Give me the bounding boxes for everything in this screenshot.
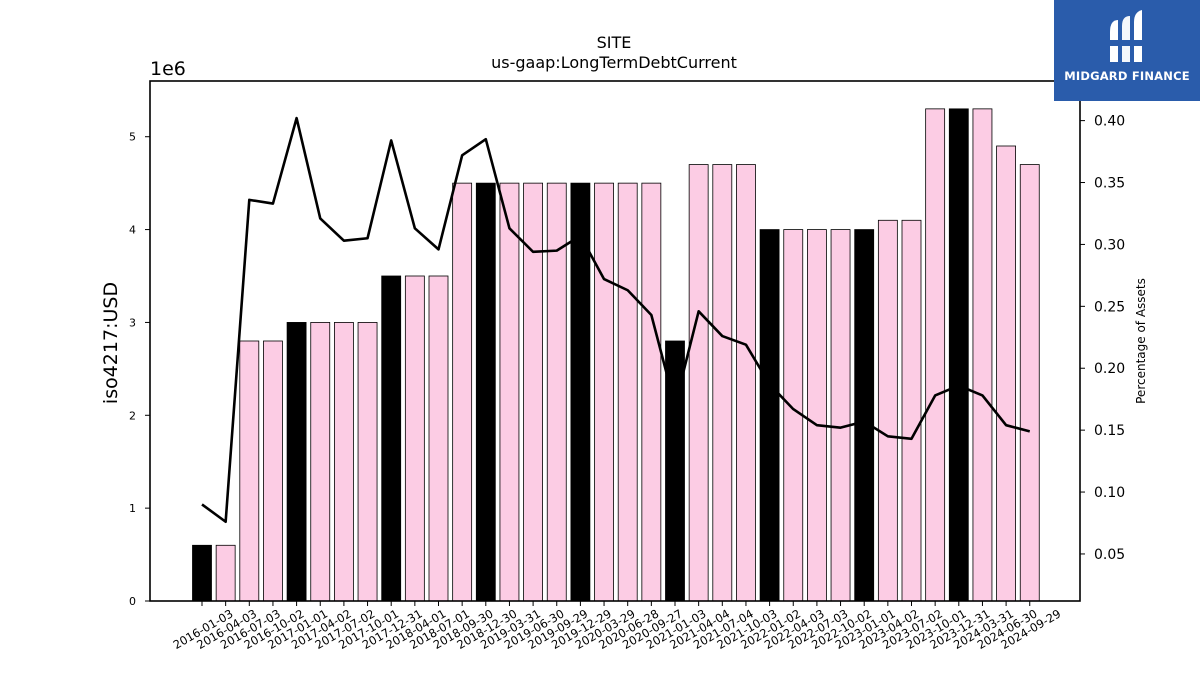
brand-logo: MIDGARD FINANCE (1054, 0, 1200, 101)
bar (759, 229, 780, 602)
y2-tick-label: 0.10 (1094, 485, 1125, 501)
bar (807, 229, 827, 602)
bar (192, 544, 212, 602)
bar (641, 182, 662, 602)
bar (286, 322, 307, 602)
y2-tick-label: 0.40 (1094, 114, 1125, 130)
bar (215, 544, 236, 602)
y2-tick-label: 0.20 (1094, 361, 1125, 377)
y-tick-label: 2 (129, 409, 136, 422)
plot-frame (149, 80, 1081, 602)
bar (263, 340, 283, 602)
bar (972, 108, 993, 602)
bar (310, 322, 331, 602)
bar (617, 182, 638, 602)
bar (948, 108, 969, 602)
bar (594, 182, 614, 602)
bar (239, 340, 260, 602)
y2-tick-label: 0.15 (1094, 423, 1125, 439)
y-offset-label: 1e6 (150, 58, 186, 80)
line-group (201, 116, 1031, 524)
bar (996, 145, 1016, 602)
bar (404, 275, 425, 602)
midgard-logo-icon (1108, 10, 1144, 62)
bar (1019, 164, 1040, 602)
y2-tick-label: 0.35 (1094, 176, 1125, 192)
y2-tick-label: 0.30 (1094, 237, 1125, 253)
logo-text: MIDGARD FINANCE (1064, 69, 1190, 83)
bar (357, 322, 378, 602)
bar (428, 275, 449, 602)
bar (333, 322, 354, 602)
bar (736, 164, 756, 602)
y2-tick-label: 0.25 (1094, 299, 1125, 315)
y-tick-label: 4 (129, 224, 136, 237)
bar (877, 219, 898, 602)
bar (712, 164, 733, 602)
bar (688, 164, 709, 602)
y2-tick-label: 0.05 (1094, 547, 1125, 563)
chart-subtitle: us-gaap:LongTermDebtCurrent (491, 53, 737, 72)
bar (783, 229, 804, 602)
bar (830, 229, 851, 602)
chart-title: SITE (597, 33, 632, 52)
bar (901, 219, 922, 602)
y-tick-label: 1 (129, 502, 136, 515)
bar (499, 182, 520, 602)
bar (381, 275, 402, 602)
y-axis-label: iso4217:USD (100, 282, 122, 404)
bars-group (192, 108, 1040, 602)
line-series (201, 116, 1031, 524)
bar (452, 182, 473, 602)
bar (854, 229, 875, 602)
y2-axis-label: Percentage of Assets (1134, 278, 1148, 404)
bar (475, 182, 496, 602)
y-tick-label: 3 (129, 316, 136, 329)
y-tick-label: 5 (129, 131, 136, 144)
axes-group: 0123450.050.100.150.200.250.300.350.4020… (129, 114, 1125, 652)
bar (925, 108, 946, 602)
y-tick-label: 0 (129, 595, 136, 608)
